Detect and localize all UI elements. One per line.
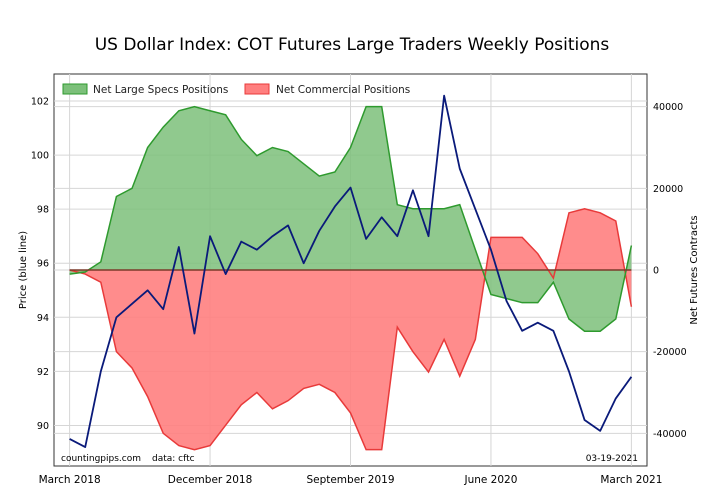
y-axis-right: -40000 -20000 0 20000 40000 — [653, 102, 687, 440]
specs-area — [69, 106, 632, 332]
price-series — [69, 94, 633, 448]
x-tick-label: March 2021 — [600, 474, 662, 486]
source-text: countingpips.com — [61, 454, 141, 464]
y-tick-left: 100 — [31, 151, 49, 162]
price-line — [69, 94, 633, 448]
data-source-text: data: cftc — [152, 454, 195, 464]
x-tick-label: September 2019 — [306, 474, 394, 486]
plot-area: 90 92 94 96 98 100 102 -40000 -20000 0 20000 40000… — [31, 73, 687, 486]
legend-swatch-specs — [62, 83, 88, 95]
y-tick-right: 40000 — [653, 102, 683, 113]
x-axis: March 2018 December 2018 September 2019 Jun… — [39, 474, 663, 486]
y-tick-right: 20000 — [653, 184, 683, 195]
y-tick-left: 90 — [37, 421, 49, 432]
y-tick-right: 0 — [653, 266, 659, 277]
y-tick-right: -40000 — [653, 429, 687, 440]
chart-title: US Dollar Index: COT Futures Large Trade… — [95, 35, 610, 55]
y-tick-left: 94 — [37, 313, 49, 324]
y-axis-left-label: Price (blue line) — [18, 231, 29, 309]
areas — [69, 105, 633, 451]
y-axis-left: 90 92 94 96 98 100 102 — [31, 97, 49, 432]
y-tick-left: 92 — [37, 367, 49, 378]
legend-label-commercial: Net Commercial Positions — [276, 84, 410, 96]
y-tick-right: -20000 — [653, 347, 687, 358]
x-tick-label: December 2018 — [168, 474, 253, 486]
legend-label-specs: Net Large Specs Positions — [93, 84, 228, 96]
specs-line — [69, 105, 633, 332]
legend-swatch-commercial — [244, 83, 270, 95]
y-tick-left: 98 — [37, 205, 49, 216]
x-tick-label: March 2018 — [39, 474, 101, 486]
legend: Net Large Specs Positions Net Commercial… — [62, 83, 410, 96]
commercial-line — [69, 207, 633, 451]
date-text: 03-19-2021 — [586, 454, 638, 464]
y-tick-left: 102 — [31, 97, 49, 108]
commercial-area — [69, 208, 632, 450]
x-tick-label: June 2020 — [463, 474, 517, 486]
y-axis-right-label: Net Futures Contracts — [689, 215, 700, 324]
y-tick-left: 96 — [37, 259, 49, 270]
